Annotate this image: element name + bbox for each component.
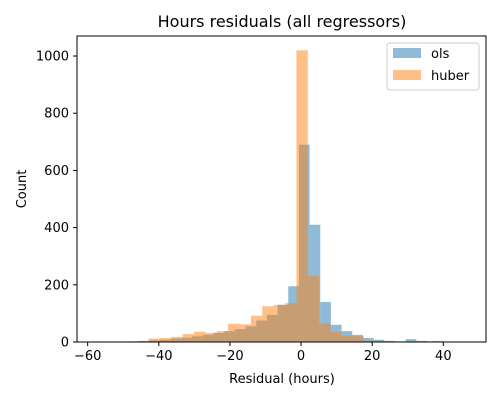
plot-frame xyxy=(76,35,487,343)
y-tick-label: 800 xyxy=(44,107,69,122)
legend-label-huber: huber xyxy=(431,69,470,84)
legend-label-ols: ols xyxy=(431,47,450,62)
x-tick-label: 20 xyxy=(364,349,381,364)
y-tick-label: 200 xyxy=(44,278,69,293)
bar-ols xyxy=(362,337,374,342)
bar-huber xyxy=(262,306,274,342)
bar-huber xyxy=(159,337,172,342)
bar-huber xyxy=(330,331,342,342)
y-axis-label: Count xyxy=(15,170,30,209)
bar-huber xyxy=(273,304,286,342)
bar-huber xyxy=(341,335,353,342)
bar-huber xyxy=(239,324,251,342)
bar-huber xyxy=(364,340,376,342)
x-tick-label: −60 xyxy=(74,349,101,364)
bar-huber xyxy=(285,303,297,342)
bar-huber xyxy=(148,338,160,342)
bars-layer xyxy=(91,50,470,342)
bar-huber xyxy=(228,323,240,342)
bar-huber xyxy=(250,315,263,342)
bar-huber xyxy=(182,333,195,342)
x-tick-label: −20 xyxy=(216,349,243,364)
bar-huber xyxy=(319,323,331,342)
x-tick-label: −40 xyxy=(145,349,172,364)
legend-swatch-ols xyxy=(393,48,421,58)
bar-huber xyxy=(296,50,308,342)
legend-swatch-huber xyxy=(393,70,421,80)
legend: ols huber xyxy=(386,42,480,91)
bar-huber xyxy=(432,340,444,342)
bar-ols xyxy=(384,340,395,342)
bar-ols xyxy=(405,339,417,342)
y-tick-label: 1000 xyxy=(36,50,69,65)
y-tick-label: 0 xyxy=(61,336,69,351)
bar-huber xyxy=(352,336,365,342)
y-tick-label: 600 xyxy=(44,164,69,179)
bar-huber xyxy=(194,331,206,342)
bar-ols xyxy=(416,340,427,342)
x-tick-label: 40 xyxy=(435,349,452,364)
bar-huber xyxy=(205,332,217,342)
series-huber xyxy=(91,50,456,342)
x-axis-label: Residual (hours) xyxy=(229,372,335,387)
bar-ols xyxy=(373,339,385,342)
bar-huber xyxy=(307,275,320,342)
y-tick-label: 400 xyxy=(44,221,69,236)
axes-layer xyxy=(76,35,487,343)
x-tick-label: 0 xyxy=(297,349,305,364)
bar-huber xyxy=(137,340,149,342)
bar-ols xyxy=(320,301,331,342)
bar-huber xyxy=(216,331,229,342)
chart-title: Hours residuals (all regressors) xyxy=(158,12,407,31)
bar-huber xyxy=(171,336,183,342)
